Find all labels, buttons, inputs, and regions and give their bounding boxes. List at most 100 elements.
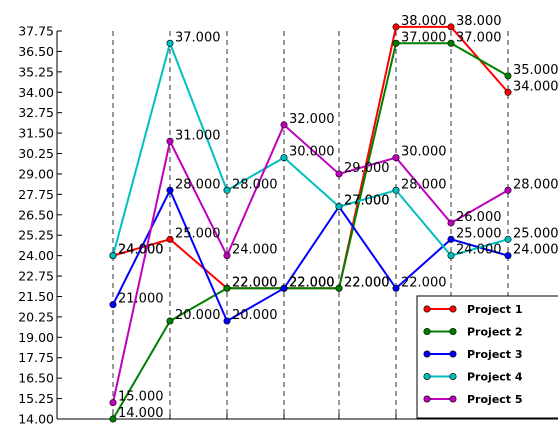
y-tick-label-22.75: 22.75	[18, 269, 54, 284]
y-tick-label-14.00: 14.00	[18, 412, 54, 425]
legend-label-project-3: Project 3	[467, 348, 523, 361]
point-project-5-x1	[109, 399, 117, 407]
point-project-2-x1	[109, 415, 117, 423]
point-project-4-x6	[392, 186, 400, 194]
y-tick-label-32.75: 32.75	[18, 105, 54, 120]
y-tick-label-25.25: 25.25	[18, 228, 54, 243]
data-label-project-3-x7: 25.000	[456, 226, 502, 241]
data-label-project-2-x4: 22.000	[289, 275, 335, 290]
data-label-project-3-x3: 20.000	[232, 308, 278, 323]
data-label-project-2-x2: 20.000	[175, 308, 221, 323]
data-label-project-1-x8: 34.000	[513, 79, 558, 94]
y-axis-ticks: 14.00 15.25 16.50 17.75 19.00 20.25 21.50 22.75…	[18, 24, 62, 425]
point-project-1-x2	[166, 235, 174, 243]
point-project-4-x2	[166, 39, 174, 47]
y-tick-label-30.25: 30.25	[18, 146, 54, 161]
legend-label-project-5: Project 5	[467, 393, 523, 406]
point-project-5-x5	[335, 170, 343, 178]
data-label-project-2-x8: 35.000	[513, 63, 558, 78]
series-line-project-2	[112, 42, 509, 420]
data-label-project-3-x8: 24.000	[513, 243, 558, 258]
y-tick-label-21.50: 21.50	[18, 289, 54, 304]
data-label-project-1-x6: 38.000	[401, 14, 447, 29]
data-label-project-1-x3: 22.000	[232, 275, 278, 290]
series-line-project-5	[112, 123, 509, 403]
data-label-project-3-x6: 22.000	[401, 275, 447, 290]
series-lines	[112, 25, 509, 420]
legend-marker-start-project-3	[423, 350, 431, 358]
point-project-3-x8	[504, 252, 512, 260]
data-label-project-2-x7: 37.000	[456, 30, 502, 45]
legend: Project 1 Project 2 Project 3 Project 4 Proj…	[416, 295, 558, 419]
legend-marker-end-project-1	[449, 305, 457, 313]
legend-label-project-4: Project 4	[467, 371, 523, 384]
legend-box	[416, 295, 558, 419]
legend-label-project-2: Project 2	[467, 326, 523, 339]
point-project-2-x6	[392, 39, 400, 47]
data-labels: 24.000 25.000 22.000 22.000 22.000 38.000 38.0…	[118, 14, 558, 421]
point-project-2-x5	[335, 284, 343, 292]
point-project-5-x8	[504, 186, 512, 194]
point-project-2-x2	[166, 317, 174, 325]
point-project-3-x6	[392, 284, 400, 292]
legend-marker-start-project-2	[423, 327, 431, 335]
data-label-project-4-x2: 37.000	[175, 30, 221, 45]
data-label-project-1-x2: 25.000	[175, 226, 221, 241]
point-project-5-x2	[166, 137, 174, 145]
point-project-5-x4	[280, 121, 288, 129]
y-tick-label-36.50: 36.50	[18, 44, 54, 59]
data-label-project-3-x4: 22.000	[289, 275, 335, 290]
y-tick-label-15.25: 15.25	[18, 391, 54, 406]
legend-marker-start-project-1	[423, 305, 431, 313]
point-project-2-x3	[223, 284, 231, 292]
data-label-project-1-x4: 22.000	[289, 275, 335, 290]
data-label-project-2-x5: 22.000	[344, 275, 390, 290]
point-project-4-x4	[280, 154, 288, 162]
point-project-3-x4	[280, 284, 288, 292]
y-tick-label-31.50: 31.50	[18, 126, 54, 141]
y-tick-label-29.00: 29.00	[18, 166, 54, 181]
point-project-4-x7	[447, 252, 455, 260]
data-label-project-3-x1: 21.000	[118, 292, 164, 307]
y-tick-label-26.50: 26.50	[18, 207, 54, 222]
point-project-1-x8	[504, 88, 512, 96]
data-label-project-4-x1: 24.000	[118, 243, 164, 258]
y-tick-label-20.25: 20.25	[18, 309, 54, 324]
data-label-project-4-x3: 28.000	[232, 177, 278, 192]
data-label-project-5-x3: 24.000	[232, 243, 278, 258]
y-tick-label-24.00: 24.00	[18, 248, 54, 263]
data-label-project-2-x6: 37.000	[401, 30, 447, 45]
y-tick-label-27.75: 27.75	[18, 187, 54, 202]
data-label-project-1-x1: 24.000	[118, 243, 164, 258]
point-project-4-x8	[504, 235, 512, 243]
point-project-2-x7	[447, 39, 455, 47]
data-label-project-1-x7: 38.000	[456, 14, 502, 29]
y-tick-label-16.50: 16.50	[18, 371, 54, 386]
data-label-project-5-x8: 28.000	[513, 177, 558, 192]
point-project-4-x1	[109, 252, 117, 260]
legend-marker-end-project-3	[449, 350, 457, 358]
data-label-project-5-x5: 29.000	[344, 161, 390, 176]
legend-marker-end-project-4	[449, 372, 457, 380]
point-project-3-x7	[447, 235, 455, 243]
point-project-5-x7	[447, 219, 455, 227]
y-tick-label-19.00: 19.00	[18, 330, 54, 345]
data-label-project-5-x6: 30.000	[401, 145, 447, 160]
point-project-1-x6	[392, 23, 400, 31]
point-project-1-x7	[447, 23, 455, 31]
data-label-project-5-x4: 32.000	[289, 112, 335, 127]
point-project-5-x6	[392, 154, 400, 162]
data-label-project-5-x7: 26.000	[456, 210, 502, 225]
data-label-project-4-x5: 27.000	[344, 194, 390, 209]
y-tick-label-17.75: 17.75	[18, 350, 54, 365]
legend-marker-end-project-5	[449, 395, 457, 403]
data-label-project-5-x1: 15.000	[118, 390, 164, 405]
point-project-4-x5	[335, 203, 343, 211]
point-project-4-x3	[223, 186, 231, 194]
data-label-project-3-x5: 27.000	[344, 194, 390, 209]
legend-marker-end-project-2	[449, 327, 457, 335]
data-label-project-1-x5: 22.000	[344, 275, 390, 290]
y-tick-label-34.00: 34.00	[18, 85, 54, 100]
point-project-3-x2	[166, 186, 174, 194]
